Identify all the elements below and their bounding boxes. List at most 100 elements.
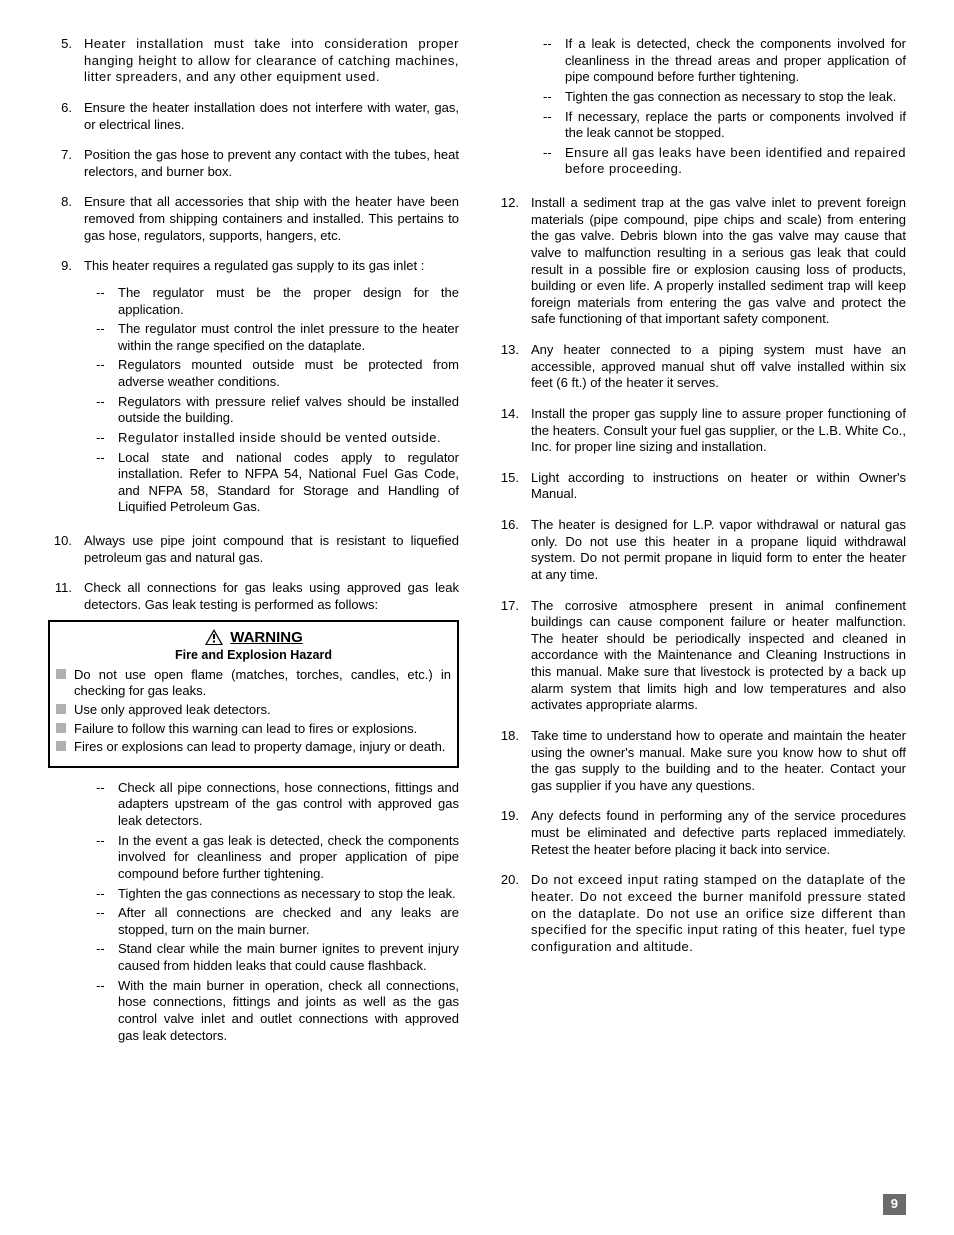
item-text: Heater installation must take into consi… <box>84 36 459 86</box>
item-text: This heater requires a regulated gas sup… <box>84 258 459 519</box>
sub-text: If necessary, replace the parts or compo… <box>565 109 906 142</box>
item-number: 20. <box>495 872 531 955</box>
item-text: --Check all pipe connections, hose conne… <box>84 780 459 1047</box>
item-number: 15. <box>495 470 531 503</box>
two-column-layout: 5. Heater installation must take into co… <box>48 36 906 1047</box>
list-item: 16. The heater is designed for L.P. vapo… <box>495 517 906 584</box>
sub-text: Local state and national codes apply to … <box>118 450 459 517</box>
dash-bullet: -- <box>84 450 118 517</box>
item-text: Always use pipe joint compound that is r… <box>84 533 459 566</box>
sub-text: The regulator must be the proper design … <box>118 285 459 318</box>
list-item: 20. Do not exceed input rating stamped o… <box>495 872 906 955</box>
sub-text: With the main burner in operation, check… <box>118 978 459 1045</box>
item-text: Take time to understand how to operate a… <box>531 728 906 795</box>
dash-bullet: -- <box>84 357 118 390</box>
sub-item: --If necessary, replace the parts or com… <box>531 109 906 142</box>
list-item: --Check all pipe connections, hose conne… <box>48 780 459 1047</box>
sub-text: Regulator installed inside should be ven… <box>118 430 459 447</box>
warning-item: Fires or explosions can lead to property… <box>56 739 451 756</box>
item-number <box>48 780 84 1047</box>
list-item: 14. Install the proper gas supply line t… <box>495 406 906 456</box>
sub-item: --Local state and national codes apply t… <box>84 450 459 517</box>
sub-item: --Regulator installed inside should be v… <box>84 430 459 447</box>
dash-bullet: -- <box>84 941 118 974</box>
warning-heading: WARNING <box>56 628 451 647</box>
page-number: 9 <box>883 1194 906 1215</box>
sub-text: If a leak is detected, check the compone… <box>565 36 906 86</box>
sub-item: --Regulators mounted outside must be pro… <box>84 357 459 390</box>
item-number: 16. <box>495 517 531 584</box>
sub-item: --If a leak is detected, check the compo… <box>531 36 906 86</box>
sub-list: --Check all pipe connections, hose conne… <box>84 780 459 1044</box>
left-column: 5. Heater installation must take into co… <box>48 36 459 1047</box>
list-item: 6. Ensure the heater installation does n… <box>48 100 459 133</box>
sub-text: After all connections are checked and an… <box>118 905 459 938</box>
item-number: 10. <box>48 533 84 566</box>
sub-text: Regulators mounted outside must be prote… <box>118 357 459 390</box>
warning-text: Do not use open flame (matches, torches,… <box>74 667 451 700</box>
sub-item: --Tighten the gas connection as necessar… <box>531 89 906 106</box>
item-number: 7. <box>48 147 84 180</box>
item-number <box>495 36 531 181</box>
dash-bullet: -- <box>531 145 565 178</box>
list-item: 12. Install a sediment trap at the gas v… <box>495 195 906 328</box>
sub-item: --After all connections are checked and … <box>84 905 459 938</box>
item-text: The heater is designed for L.P. vapor wi… <box>531 517 906 584</box>
sub-text: Stand clear while the main burner ignite… <box>118 941 459 974</box>
warning-triangle-icon <box>204 628 224 646</box>
list-item: 5. Heater installation must take into co… <box>48 36 459 86</box>
item-number: 17. <box>495 598 531 714</box>
list-item: 13. Any heater connected to a piping sys… <box>495 342 906 392</box>
list-item: 19. Any defects found in performing any … <box>495 808 906 858</box>
sub-item: --In the event a gas leak is detected, c… <box>84 833 459 883</box>
right-column: --If a leak is detected, check the compo… <box>495 36 906 1047</box>
item-text: Position the gas hose to prevent any con… <box>84 147 459 180</box>
sub-item: --Tighten the gas connections as necessa… <box>84 886 459 903</box>
warning-box: WARNING Fire and Explosion Hazard Do not… <box>48 620 459 768</box>
list-item: 7. Position the gas hose to prevent any … <box>48 147 459 180</box>
item-text: Check all connections for gas leaks usin… <box>84 580 459 613</box>
warning-item: Do not use open flame (matches, torches,… <box>56 667 451 700</box>
dash-bullet: -- <box>84 394 118 427</box>
item-9-intro: This heater requires a regulated gas sup… <box>84 258 424 273</box>
item-text: Install the proper gas supply line to as… <box>531 406 906 456</box>
sub-item: --Check all pipe connections, hose conne… <box>84 780 459 830</box>
warning-title: WARNING <box>230 628 303 647</box>
item-number: 12. <box>495 195 531 328</box>
dash-bullet: -- <box>531 89 565 106</box>
item-number: 5. <box>48 36 84 86</box>
item-text: Ensure the heater installation does not … <box>84 100 459 133</box>
sub-text: In the event a gas leak is detected, che… <box>118 833 459 883</box>
dash-bullet: -- <box>84 430 118 447</box>
list-item: 18. Take time to understand how to opera… <box>495 728 906 795</box>
sub-item: --Stand clear while the main burner igni… <box>84 941 459 974</box>
item-number: 14. <box>495 406 531 456</box>
list-item: --If a leak is detected, check the compo… <box>495 36 906 181</box>
square-bullet-icon <box>56 721 74 738</box>
list-item: 15. Light according to instructions on h… <box>495 470 906 503</box>
list-item: 9. This heater requires a regulated gas … <box>48 258 459 519</box>
item-text: Light according to instructions on heate… <box>531 470 906 503</box>
square-bullet-icon <box>56 739 74 756</box>
warning-text: Use only approved leak detectors. <box>74 702 451 719</box>
sub-text: Tighten the gas connection as necessary … <box>565 89 906 106</box>
sub-list: --If a leak is detected, check the compo… <box>531 36 906 178</box>
item-number: 9. <box>48 258 84 519</box>
sub-text: Ensure all gas leaks have been identifie… <box>565 145 906 178</box>
warning-item: Use only approved leak detectors. <box>56 702 451 719</box>
sub-item: --With the main burner in operation, che… <box>84 978 459 1045</box>
item-number: 11. <box>48 580 84 613</box>
dash-bullet: -- <box>84 905 118 938</box>
item-number: 18. <box>495 728 531 795</box>
warning-text: Fires or explosions can lead to property… <box>74 739 451 756</box>
item-text: Any defects found in performing any of t… <box>531 808 906 858</box>
dash-bullet: -- <box>84 833 118 883</box>
item-text: The corrosive atmosphere present in anim… <box>531 598 906 714</box>
warning-text: Failure to follow this warning can lead … <box>74 721 451 738</box>
sub-text: Check all pipe connections, hose connect… <box>118 780 459 830</box>
item-number: 8. <box>48 194 84 244</box>
sub-text: Tighten the gas connections as necessary… <box>118 886 459 903</box>
sub-list: -- The regulator must be the proper desig… <box>84 285 459 516</box>
item-number: 13. <box>495 342 531 392</box>
list-item: 17. The corrosive atmosphere present in … <box>495 598 906 714</box>
